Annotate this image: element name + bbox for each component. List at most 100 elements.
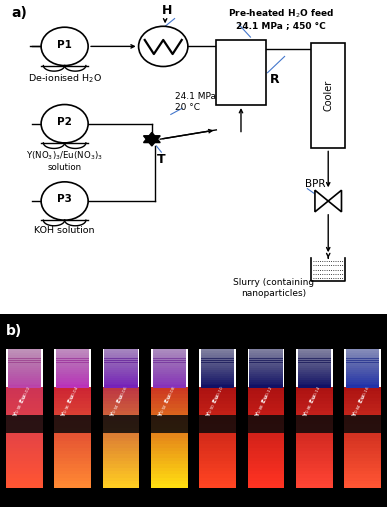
- Bar: [248, 481, 284, 484]
- Bar: [104, 370, 138, 372]
- Bar: [199, 484, 236, 488]
- Bar: [151, 421, 188, 424]
- Bar: [236, 314, 242, 507]
- Bar: [151, 415, 188, 432]
- Bar: [103, 444, 139, 448]
- Bar: [104, 374, 138, 376]
- Bar: [56, 383, 89, 386]
- Bar: [104, 358, 138, 360]
- Bar: [6, 461, 43, 464]
- Bar: [346, 364, 379, 367]
- Bar: [8, 353, 41, 355]
- Bar: [346, 360, 379, 363]
- Bar: [248, 397, 284, 401]
- Bar: [199, 481, 236, 484]
- Bar: [6, 414, 43, 418]
- Bar: [346, 351, 379, 353]
- Bar: [151, 471, 188, 475]
- Bar: [199, 421, 236, 424]
- Bar: [54, 424, 91, 427]
- Bar: [54, 421, 91, 424]
- Bar: [103, 431, 139, 434]
- Bar: [54, 427, 91, 431]
- Bar: [56, 353, 89, 355]
- Bar: [250, 364, 283, 367]
- Bar: [346, 383, 379, 386]
- Bar: [344, 444, 381, 448]
- Bar: [296, 454, 333, 458]
- Bar: [103, 401, 139, 404]
- Bar: [296, 481, 333, 484]
- Bar: [6, 415, 43, 432]
- Text: Y$_{0.86}$ Eu$_{0.14}$: Y$_{0.86}$ Eu$_{0.14}$: [301, 383, 324, 419]
- Bar: [8, 380, 41, 382]
- Bar: [284, 314, 290, 507]
- Bar: [151, 467, 188, 471]
- Bar: [201, 370, 235, 372]
- Bar: [104, 380, 138, 382]
- Bar: [56, 349, 89, 351]
- Bar: [344, 474, 381, 478]
- Bar: [199, 471, 236, 475]
- Bar: [311, 43, 345, 149]
- Bar: [344, 427, 381, 431]
- Bar: [201, 378, 235, 380]
- Text: P1: P1: [57, 40, 72, 50]
- Text: KOH solution: KOH solution: [34, 227, 95, 235]
- Bar: [152, 376, 186, 378]
- Bar: [54, 464, 91, 467]
- Bar: [199, 461, 236, 464]
- Bar: [346, 380, 379, 382]
- Bar: [6, 394, 43, 397]
- Bar: [250, 368, 283, 370]
- Bar: [250, 366, 283, 368]
- Bar: [201, 380, 235, 382]
- Bar: [103, 415, 139, 432]
- Bar: [103, 417, 139, 421]
- Bar: [344, 387, 381, 391]
- Bar: [8, 364, 41, 367]
- Bar: [298, 372, 331, 374]
- Bar: [346, 363, 379, 365]
- Bar: [56, 366, 89, 368]
- Bar: [296, 448, 333, 451]
- Bar: [250, 363, 283, 365]
- Bar: [6, 397, 43, 401]
- Text: Y$_{0.92}$ Eu$_{0.08}$: Y$_{0.92}$ Eu$_{0.08}$: [156, 383, 179, 419]
- Bar: [56, 368, 89, 370]
- Bar: [346, 368, 379, 370]
- Bar: [54, 397, 91, 401]
- Bar: [145, 488, 194, 507]
- Circle shape: [41, 182, 88, 220]
- Circle shape: [139, 26, 188, 66]
- Bar: [54, 411, 91, 414]
- Bar: [54, 438, 91, 441]
- Bar: [6, 474, 43, 478]
- Bar: [151, 448, 188, 451]
- Bar: [248, 431, 284, 434]
- Bar: [296, 444, 333, 448]
- Bar: [298, 358, 331, 360]
- Bar: [296, 438, 333, 441]
- Bar: [344, 394, 381, 397]
- Bar: [6, 457, 43, 461]
- Bar: [199, 394, 236, 397]
- Bar: [48, 488, 97, 507]
- Bar: [199, 415, 236, 432]
- Bar: [250, 356, 283, 358]
- Bar: [242, 314, 248, 507]
- Bar: [6, 478, 43, 481]
- Bar: [248, 441, 284, 444]
- Bar: [56, 364, 89, 367]
- Bar: [344, 414, 381, 418]
- Bar: [201, 360, 235, 363]
- Bar: [250, 354, 283, 357]
- Bar: [248, 424, 284, 427]
- Bar: [346, 356, 379, 358]
- Bar: [344, 417, 381, 421]
- Bar: [344, 451, 381, 454]
- Bar: [56, 385, 89, 387]
- Bar: [298, 360, 331, 363]
- Bar: [201, 356, 235, 358]
- Bar: [344, 411, 381, 414]
